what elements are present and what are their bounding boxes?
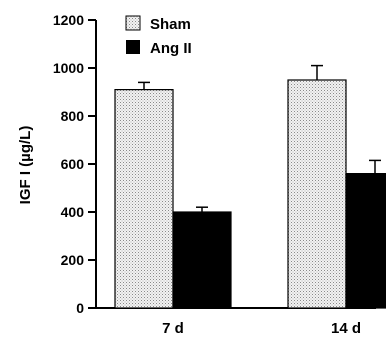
legend-swatch-ang-ii <box>126 40 140 54</box>
y-tick-label: 400 <box>61 204 85 220</box>
bar-sham <box>287 79 347 309</box>
y-tick-label: 0 <box>76 300 84 316</box>
legend-label-ang-ii: Ang II <box>150 40 192 57</box>
bar-ang-ii <box>172 211 232 309</box>
x-tick-label: 14 d <box>331 320 361 337</box>
y-tick-label: 1200 <box>53 12 84 28</box>
y-axis-label: IGF I (µg/L) <box>17 126 34 205</box>
legend: Sham Ang II <box>125 15 192 57</box>
x-tick-label: 7 d <box>162 320 184 337</box>
legend-label-sham: Sham <box>150 16 191 33</box>
y-tick-label: 1000 <box>53 60 84 76</box>
legend-swatch-sham <box>125 15 141 31</box>
bar-sham <box>114 88 174 309</box>
y-tick-label: 200 <box>61 252 85 268</box>
y-tick-label: 600 <box>61 156 85 172</box>
bar-ang-ii <box>345 173 386 309</box>
y-tick-label: 800 <box>61 108 85 124</box>
